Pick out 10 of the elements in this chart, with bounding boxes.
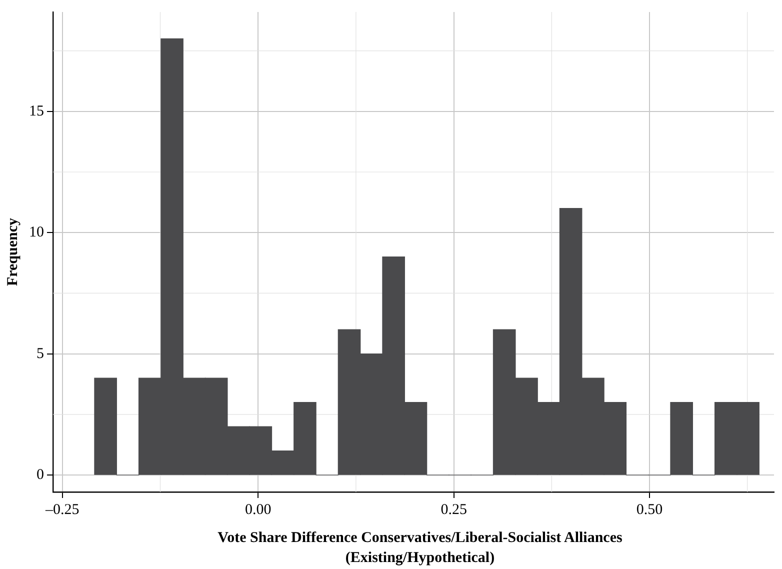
x-axis-title: Vote Share Difference Conservatives/Liberal-Socialist Alliances (Existing/Hypothetical) [216, 529, 624, 568]
x-tick-label: –0.25 [44, 502, 80, 518]
y-tick-label: 10 [29, 224, 44, 241]
x-tick-label: 0.50 [636, 502, 663, 518]
y-tick-label: 15 [29, 103, 44, 120]
y-tick-label: 5 [36, 346, 44, 362]
x-tick-label: 0.25 [440, 502, 467, 518]
x-tick-label: 0.00 [244, 502, 272, 518]
y-axis-title: Frequency [4, 217, 21, 286]
y-tick-label: 0 [36, 466, 44, 483]
